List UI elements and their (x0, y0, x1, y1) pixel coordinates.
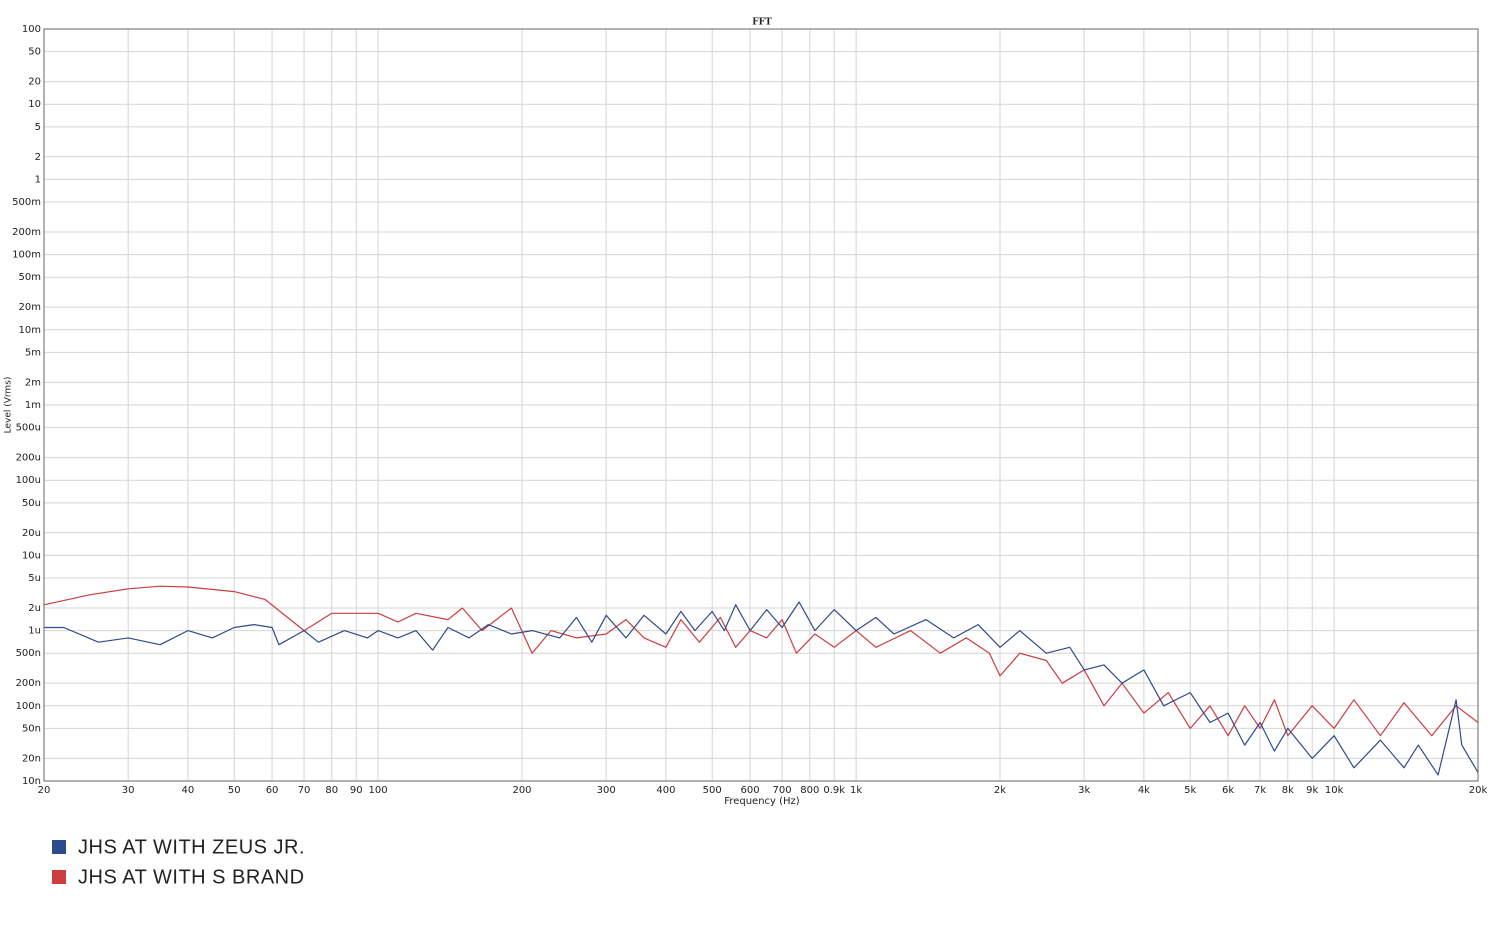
y-tick-label: 200m (12, 227, 41, 238)
y-tick-label: 500m (12, 197, 41, 208)
y-axis-label: Level (Vrms) (4, 377, 14, 434)
grid: 100 50 20 10 5 2 1 500m 200m 100m 50m 20m 10m 5m 2m 1m 5… (12, 24, 1487, 796)
x-tick-label: 100 (369, 785, 388, 796)
x-tick-label: 9k (1306, 785, 1318, 796)
series-line (43, 585, 1479, 737)
y-tick-label: 10u (22, 550, 41, 561)
x-tick-label: 6k (1222, 785, 1234, 796)
y-tick-label: 100u (16, 475, 41, 486)
y-tick-label: 50u (22, 498, 41, 509)
x-tick-label: 600 (741, 785, 760, 796)
y-tick-label: 20u (22, 528, 41, 539)
x-tick-label: 90 (350, 785, 363, 796)
y-tick-label: 5 (35, 122, 41, 133)
y-tick-label: 2 (35, 152, 41, 163)
y-tick-label: 50n (22, 723, 41, 734)
legend-label: JHS AT WITH S BRAND (78, 866, 305, 888)
plot-lines (43, 585, 1479, 776)
x-tick-label: 0.9k (823, 785, 845, 796)
y-tick-label: 1u (28, 626, 41, 637)
x-tick-label: 5k (1184, 785, 1196, 796)
x-tick-label: 40 (182, 785, 195, 796)
x-tick-label: 400 (656, 785, 675, 796)
y-tick-label: 5u (28, 573, 41, 584)
x-tick-label: 800 (800, 785, 819, 796)
x-tick-label: 700 (773, 785, 792, 796)
x-tick-label: 1k (850, 785, 862, 796)
x-tick-label: 60 (266, 785, 279, 796)
x-tick-label: 4k (1138, 785, 1150, 796)
y-tick-label: 10 (28, 99, 41, 110)
y-tick-label: 500u (16, 423, 41, 434)
x-tick-label: 10k (1325, 785, 1344, 796)
y-tick-label: 50m (19, 272, 41, 283)
y-tick-label: 2m (25, 377, 41, 388)
y-tick-label: 2u (28, 603, 41, 614)
x-tick-label: 70 (298, 785, 311, 796)
x-tick-label: 500 (703, 785, 722, 796)
x-tick-label: 300 (597, 785, 616, 796)
y-tick-label: 200u (16, 453, 41, 464)
x-tick-label: 8k (1282, 785, 1294, 796)
y-tick-label: 20n (22, 753, 41, 764)
x-tick-label: 200 (512, 785, 531, 796)
y-tick-label: 500n (16, 648, 41, 659)
y-tick-label: 20m (19, 302, 41, 313)
y-tick-label: 1 (35, 174, 41, 185)
plot-frame (43, 28, 1479, 782)
y-tick-label: 100m (12, 250, 41, 261)
y-tick-label: 100n (16, 701, 41, 712)
legend: JHS AT WITH ZEUS JR. JHS AT WITH S BRAND (52, 836, 305, 888)
legend-swatch (52, 870, 66, 884)
x-tick-label: 20k (1469, 785, 1488, 796)
x-tick-label: 7k (1254, 785, 1266, 796)
x-tick-label: 30 (122, 785, 135, 796)
x-tick-label: 2k (994, 785, 1006, 796)
x-axis-label: Frequency (Hz) (724, 796, 800, 807)
y-tick-label: 20 (28, 77, 41, 88)
y-tick-label: 100 (22, 24, 41, 35)
x-tick-label: 80 (325, 785, 338, 796)
x-tick-label: 20 (38, 785, 51, 796)
y-tick-label: 10m (19, 325, 41, 336)
y-tick-label: 50 (28, 47, 41, 58)
legend-swatch (52, 840, 66, 854)
y-tick-label: 10n (22, 776, 41, 787)
chart-title: FFT (752, 18, 772, 28)
y-tick-label: 200n (16, 678, 41, 689)
y-tick-label: 5m (25, 347, 41, 358)
x-tick-label: 3k (1078, 785, 1090, 796)
x-tick-label: 50 (228, 785, 241, 796)
y-tick-label: 1m (25, 400, 41, 411)
series-line (44, 601, 1479, 776)
legend-label: JHS AT WITH ZEUS JR. (78, 836, 305, 858)
